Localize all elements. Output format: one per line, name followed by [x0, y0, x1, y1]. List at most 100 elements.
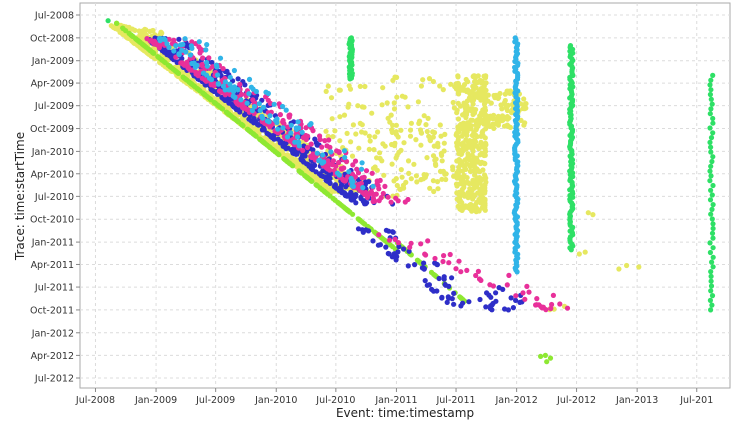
data-point — [161, 49, 167, 55]
data-point — [377, 150, 383, 156]
data-point — [300, 147, 306, 154]
data-point — [440, 258, 446, 265]
data-point — [330, 134, 336, 140]
data-point — [396, 243, 402, 250]
data-point — [616, 266, 622, 272]
data-point — [520, 290, 526, 296]
data-point — [367, 138, 373, 144]
data-point — [522, 120, 528, 126]
data-point — [418, 241, 424, 247]
data-point — [438, 133, 444, 139]
data-point — [230, 85, 236, 91]
data-point — [576, 251, 582, 257]
data-point — [280, 125, 286, 131]
data-point — [449, 275, 455, 281]
data-point — [395, 134, 401, 140]
data-point — [464, 161, 470, 167]
data-point — [502, 306, 508, 312]
data-point — [337, 184, 343, 191]
data-point — [308, 153, 314, 159]
y-axis-title: Trace: time:startTime — [13, 132, 27, 261]
data-point — [418, 177, 424, 183]
data-point — [488, 100, 494, 106]
data-point — [421, 172, 427, 178]
data-point — [423, 122, 429, 128]
data-point — [708, 144, 714, 150]
data-point — [459, 186, 465, 193]
data-point — [348, 139, 354, 145]
x-tick-label: Jan-2012 — [495, 395, 538, 406]
data-point — [330, 158, 336, 164]
data-point — [707, 82, 713, 88]
data-point — [521, 96, 527, 102]
data-point — [144, 36, 150, 42]
data-point — [458, 303, 464, 309]
data-point — [208, 81, 214, 87]
data-point — [707, 249, 714, 256]
data-point — [590, 212, 596, 218]
data-point — [260, 104, 267, 110]
data-point — [549, 301, 555, 308]
data-point — [350, 183, 356, 189]
data-point — [202, 77, 208, 83]
data-point — [235, 87, 241, 93]
data-point — [710, 245, 716, 251]
data-point — [513, 297, 519, 303]
data-point — [166, 44, 172, 51]
data-point — [468, 145, 475, 151]
data-point — [366, 133, 372, 139]
data-point — [413, 173, 419, 179]
data-point — [320, 152, 326, 158]
data-point — [427, 185, 433, 191]
data-point — [175, 70, 181, 76]
data-point — [189, 39, 195, 45]
data-point — [386, 251, 392, 257]
data-point — [502, 91, 508, 97]
data-point — [470, 106, 476, 112]
data-point — [244, 100, 250, 106]
data-point — [490, 283, 496, 289]
data-point — [246, 76, 253, 82]
data-point — [493, 92, 499, 98]
y-tick-label: Jan-2010 — [31, 147, 74, 158]
data-point — [341, 148, 348, 154]
data-point — [709, 293, 716, 299]
data-point — [422, 251, 428, 257]
data-point — [370, 198, 376, 205]
data-point — [360, 185, 366, 191]
data-point — [454, 107, 460, 113]
data-point — [394, 152, 400, 158]
data-point — [538, 304, 544, 310]
data-point — [710, 221, 716, 227]
data-point — [365, 228, 372, 234]
data-point — [337, 114, 343, 120]
data-point — [147, 28, 153, 34]
data-point — [467, 168, 473, 174]
data-point — [336, 172, 342, 178]
data-point — [176, 36, 182, 42]
data-point — [225, 111, 231, 117]
data-point — [426, 76, 433, 82]
data-point — [341, 165, 347, 171]
data-point — [295, 139, 301, 145]
data-point — [206, 55, 212, 61]
data-point — [171, 37, 177, 43]
data-point — [341, 112, 348, 118]
data-point — [346, 83, 352, 89]
data-point — [465, 180, 471, 186]
data-point — [447, 251, 453, 258]
data-point — [359, 219, 365, 225]
data-point — [441, 140, 447, 146]
data-point — [459, 133, 465, 139]
data-point — [707, 297, 714, 303]
data-point — [179, 55, 185, 62]
data-point — [161, 36, 167, 42]
data-point — [389, 141, 395, 148]
data-point — [327, 193, 333, 199]
x-tick-label: Jan-2013 — [615, 395, 658, 406]
data-point — [253, 88, 259, 95]
data-point — [386, 241, 392, 247]
data-point — [707, 240, 713, 246]
data-point — [385, 194, 391, 200]
data-point — [370, 238, 376, 244]
